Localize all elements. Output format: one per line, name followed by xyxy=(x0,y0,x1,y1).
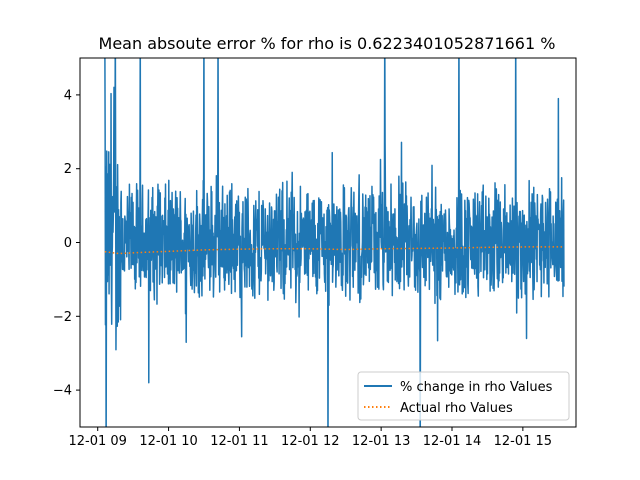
x-axis: 12-01 09 12-01 10 12-01 11 12-01 12 12-01 13… xyxy=(68,427,552,449)
y-tick-label: −4 xyxy=(53,384,72,399)
x-tick-label: 12-01 09 xyxy=(68,434,126,449)
x-tick-label: 12-01 13 xyxy=(352,434,410,449)
x-tick-label: 12-01 15 xyxy=(494,434,552,449)
x-tick-label: 12-01 12 xyxy=(281,434,339,449)
y-tick-label: 4 xyxy=(64,88,72,103)
y-tick-label: −2 xyxy=(53,310,72,325)
legend: % change in rho Values Actual rho Values xyxy=(357,371,570,421)
y-axis: −4 −2 0 2 4 xyxy=(53,88,80,399)
series-line-pct-change xyxy=(104,58,565,427)
plot-area xyxy=(104,58,565,427)
legend-label-pct-change: % change in rho Values xyxy=(400,380,553,395)
series-line-actual-rho xyxy=(104,246,564,255)
y-tick-label: 2 xyxy=(64,162,72,177)
legend-label-actual-rho: Actual rho Values xyxy=(400,401,513,416)
x-tick-label: 12-01 14 xyxy=(423,434,481,449)
chart-title: Mean absoute error % for rho is 0.622340… xyxy=(99,34,556,53)
x-tick-label: 12-01 10 xyxy=(139,434,197,449)
x-tick-label: 12-01 11 xyxy=(210,434,268,449)
legend-box xyxy=(357,371,570,421)
y-tick-label: 0 xyxy=(64,236,72,251)
